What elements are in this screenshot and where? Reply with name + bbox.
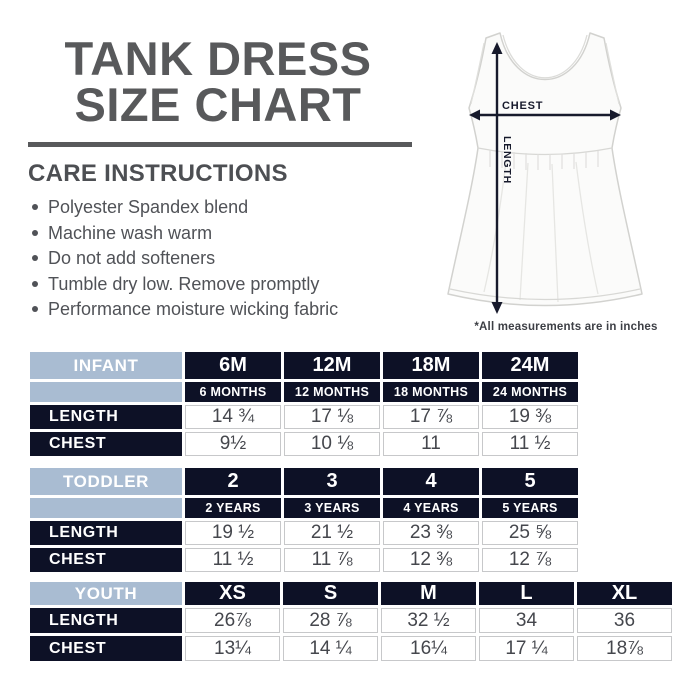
size-column-header: 24M — [482, 352, 578, 379]
bullet-icon — [32, 306, 38, 312]
neckline-binding — [502, 34, 588, 79]
size-column-header: 12M — [284, 352, 380, 379]
care-item-text: Machine wash warm — [48, 222, 213, 243]
size-value: 21 ½ — [284, 521, 380, 545]
tank-dress-illustration: CHEST LENGTH — [447, 32, 643, 314]
page-title: TANK DRESS SIZE CHART — [24, 32, 412, 131]
title-line-2: SIZE CHART — [74, 78, 362, 131]
size-column-header: 5 — [482, 468, 578, 495]
care-instructions-list: Polyester Spandex blend Machine wash war… — [32, 195, 338, 323]
table-group-spacer — [30, 382, 182, 402]
size-table-infant: INFANT 6M 12M 18M 24M 6 MONTHS 12 MONTHS 18 MON… — [30, 352, 578, 456]
size-value: 11 ½ — [482, 432, 578, 456]
bullet-icon — [32, 255, 38, 261]
size-column-header: 18M — [383, 352, 479, 379]
size-column-header: 6M — [185, 352, 281, 379]
hem-band — [449, 288, 641, 301]
chest-arrow — [469, 109, 621, 121]
size-value: 19 ⅜ — [482, 405, 578, 429]
care-item-text: Do not add softeners — [48, 248, 216, 268]
bullet-icon — [32, 229, 38, 236]
care-item-text: Performance moisture wicking fabric — [48, 299, 339, 319]
table-group-label: INFANT — [30, 352, 182, 379]
size-value: 18⅞ — [577, 636, 672, 661]
bullet-icon — [32, 280, 38, 287]
care-item-text: Polyester Spandex blend — [48, 197, 249, 217]
size-column-subheader: 3 YEARS — [284, 498, 380, 518]
table-group-label: YOUTH — [30, 582, 182, 605]
size-column-subheader: 2 YEARS — [185, 498, 281, 518]
care-instructions-heading: CARE INSTRUCTIONS — [28, 160, 288, 187]
dress-shape — [447, 32, 643, 307]
care-item: Performance moisture wicking fabric — [32, 297, 338, 323]
care-item: Tumble dry low. Remove promptly — [32, 272, 338, 298]
care-item: Polyester Spandex blend — [32, 195, 338, 221]
title-underline — [28, 142, 412, 147]
size-value: 16¼ — [381, 636, 476, 661]
measurement-row-label: LENGTH — [30, 521, 182, 545]
size-column-header: XS — [185, 582, 280, 605]
length-label: LENGTH — [501, 136, 513, 184]
size-column-header: 2 — [185, 468, 281, 495]
table-group-label: TODDLER — [30, 468, 182, 495]
measurement-row-label: CHEST — [30, 636, 182, 661]
length-arrow — [491, 42, 503, 314]
bullet-icon — [32, 204, 38, 210]
size-value: 28 ⅞ — [283, 608, 378, 633]
size-value: 26⅞ — [185, 608, 280, 633]
size-column-header: M — [381, 582, 476, 605]
waist-seam — [477, 147, 613, 156]
size-column-subheader: 5 YEARS — [482, 498, 578, 518]
size-value: 12 ⅜ — [383, 548, 479, 572]
size-table-youth: YOUTH XS S M L XL LENGTH 26⅞ 28 ⅞ 32 ½ 34 36 CHEST 13… — [30, 582, 672, 661]
size-value: 25 ⅝ — [482, 521, 578, 545]
size-column-header: 3 — [284, 468, 380, 495]
measurement-row-label: LENGTH — [30, 608, 182, 633]
size-value: 17 ⅞ — [383, 405, 479, 429]
size-column-subheader: 6 MONTHS — [185, 382, 281, 402]
size-column-subheader: 18 MONTHS — [383, 382, 479, 402]
skirt-gathers — [489, 150, 599, 170]
size-value: 19 ½ — [185, 521, 281, 545]
size-value: 11 — [383, 432, 479, 456]
measurements-note: *All measurements are in inches — [474, 321, 658, 333]
size-column-subheader: 4 YEARS — [383, 498, 479, 518]
size-column-header: 4 — [383, 468, 479, 495]
size-value: 17 ⅛ — [284, 405, 380, 429]
care-item: Do not add softeners — [32, 246, 338, 272]
size-table-toddler: TODDLER 2 3 4 5 2 YEARS 3 YEARS 4 YEARS 5 YEARS L… — [30, 468, 578, 572]
size-column-subheader: 12 MONTHS — [284, 382, 380, 402]
size-column-header: XL — [577, 582, 672, 605]
size-value: 13¼ — [185, 636, 280, 661]
size-value: 9½ — [185, 432, 281, 456]
skirt-folds — [483, 161, 599, 303]
size-value: 10 ⅛ — [284, 432, 380, 456]
chest-label: CHEST — [502, 100, 543, 112]
size-value: 36 — [577, 608, 672, 633]
measurement-row-label: CHEST — [30, 548, 182, 572]
title-line-1: TANK DRESS — [64, 32, 372, 85]
size-value: 11 ½ — [185, 548, 281, 572]
armhole-binding — [470, 42, 620, 105]
size-value: 32 ½ — [381, 608, 476, 633]
table-group-spacer — [30, 498, 182, 518]
size-column-header: L — [479, 582, 574, 605]
size-value: 17 ¼ — [479, 636, 574, 661]
size-column-subheader: 24 MONTHS — [482, 382, 578, 402]
size-value: 11 ⅞ — [284, 548, 380, 572]
size-value: 34 — [479, 608, 574, 633]
measurement-row-label: LENGTH — [30, 405, 182, 429]
care-item-text: Tumble dry low. Remove promptly — [48, 273, 320, 294]
care-item: Machine wash warm — [32, 221, 338, 247]
measurement-row-label: CHEST — [30, 432, 182, 456]
size-value: 14 ¾ — [185, 405, 281, 429]
size-column-header: S — [283, 582, 378, 605]
size-value: 14 ¼ — [283, 636, 378, 661]
size-value: 23 ⅜ — [383, 521, 479, 545]
size-value: 12 ⅞ — [482, 548, 578, 572]
